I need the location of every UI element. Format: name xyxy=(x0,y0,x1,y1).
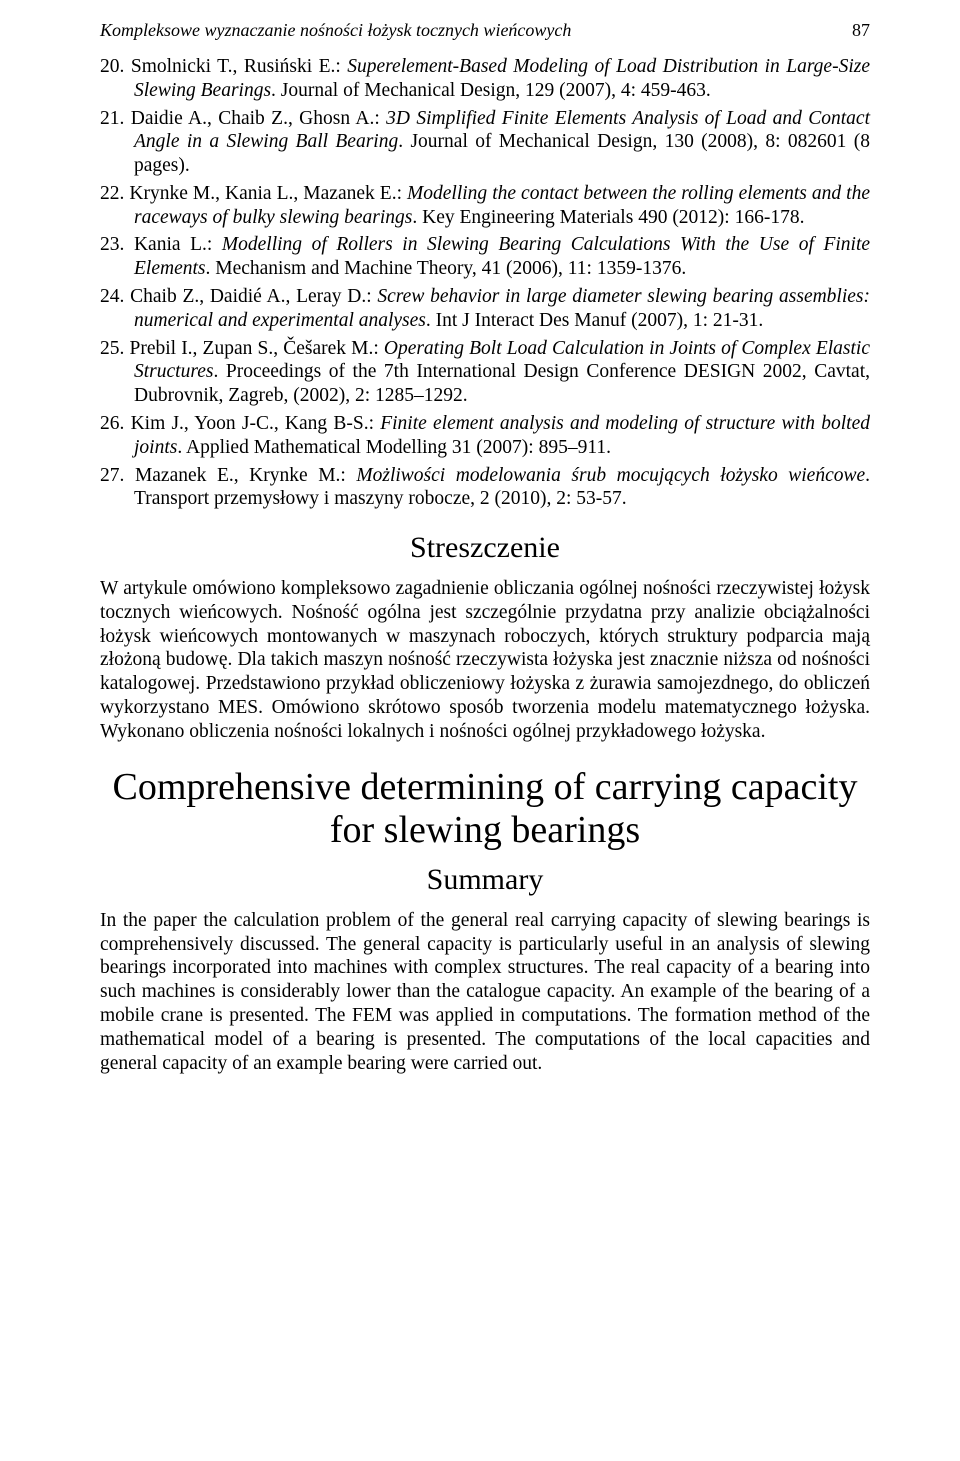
title-english: Comprehensive determining of carrying ca… xyxy=(100,766,870,853)
reference-number: 24. xyxy=(100,286,130,307)
running-title: Kompleksowe wyznaczanie nośności łożysk … xyxy=(100,20,571,41)
reference-authors: Chaib Z., Daidié A., Leray D.: xyxy=(130,286,377,307)
reference-tail: . Applied Mathematical Modelling 31 (200… xyxy=(177,437,611,458)
references-list: 20. Smolnicki T., Rusiński E.: Superelem… xyxy=(100,55,870,511)
reference-tail: . Journal of Mechanical Design, 129 (200… xyxy=(271,80,711,101)
reference-number: 21. xyxy=(100,108,131,129)
abstract-en-text: In the paper the calculation problem of … xyxy=(100,909,870,1075)
page: Kompleksowe wyznaczanie nośności łożysk … xyxy=(0,0,960,1115)
reference-tail: . Mechanism and Machine Theory, 41 (2006… xyxy=(205,258,686,279)
reference-item: 20. Smolnicki T., Rusiński E.: Superelem… xyxy=(100,55,870,103)
reference-authors: Prebil I., Zupan S., Češarek M.: xyxy=(130,338,384,359)
reference-number: 25. xyxy=(100,338,130,359)
reference-item: 22. Krynke M., Kania L., Mazanek E.: Mod… xyxy=(100,182,870,230)
reference-number: 26. xyxy=(100,413,131,434)
reference-tail: . Int J Interact Des Manuf (2007), 1: 21… xyxy=(426,310,763,331)
reference-authors: Kim J., Yoon J-C., Kang B-S.: xyxy=(131,413,381,434)
page-number: 87 xyxy=(852,20,870,41)
reference-item: 25. Prebil I., Zupan S., Češarek M.: Ope… xyxy=(100,337,870,408)
reference-number: 27. xyxy=(100,465,135,486)
abstract-pl-text: W artykule omówiono kompleksowo zagadnie… xyxy=(100,577,870,743)
reference-authors: Krynke M., Kania L., Mazanek E.: xyxy=(129,183,407,204)
reference-item: 27. Mazanek E., Krynke M.: Możliwości mo… xyxy=(100,464,870,512)
reference-number: 22. xyxy=(100,183,129,204)
reference-number: 20. xyxy=(100,56,131,77)
reference-tail: . Proceedings of the 7th International D… xyxy=(134,361,870,406)
reference-title: Możliwości modelowania śrub mocujących ł… xyxy=(356,465,865,486)
reference-number: 23. xyxy=(100,234,134,255)
running-header: Kompleksowe wyznaczanie nośności łożysk … xyxy=(100,20,870,41)
reference-tail: . Key Engineering Materials 490 (2012): … xyxy=(412,207,804,228)
reference-authors: Daidie A., Chaib Z., Ghosn A.: xyxy=(131,108,386,129)
reference-item: 23. Kania L.: Modelling of Rollers in Sl… xyxy=(100,233,870,281)
reference-item: 24. Chaib Z., Daidié A., Leray D.: Screw… xyxy=(100,285,870,333)
reference-authors: Mazanek E., Krynke M.: xyxy=(135,465,356,486)
reference-item: 26. Kim J., Yoon J-C., Kang B-S.: Finite… xyxy=(100,412,870,460)
reference-item: 21. Daidie A., Chaib Z., Ghosn A.: 3D Si… xyxy=(100,107,870,178)
abstract-en-heading: Summary xyxy=(100,863,870,897)
abstract-pl-heading: Streszczenie xyxy=(100,531,870,565)
reference-authors: Kania L.: xyxy=(134,234,222,255)
reference-authors: Smolnicki T., Rusiński E.: xyxy=(131,56,347,77)
